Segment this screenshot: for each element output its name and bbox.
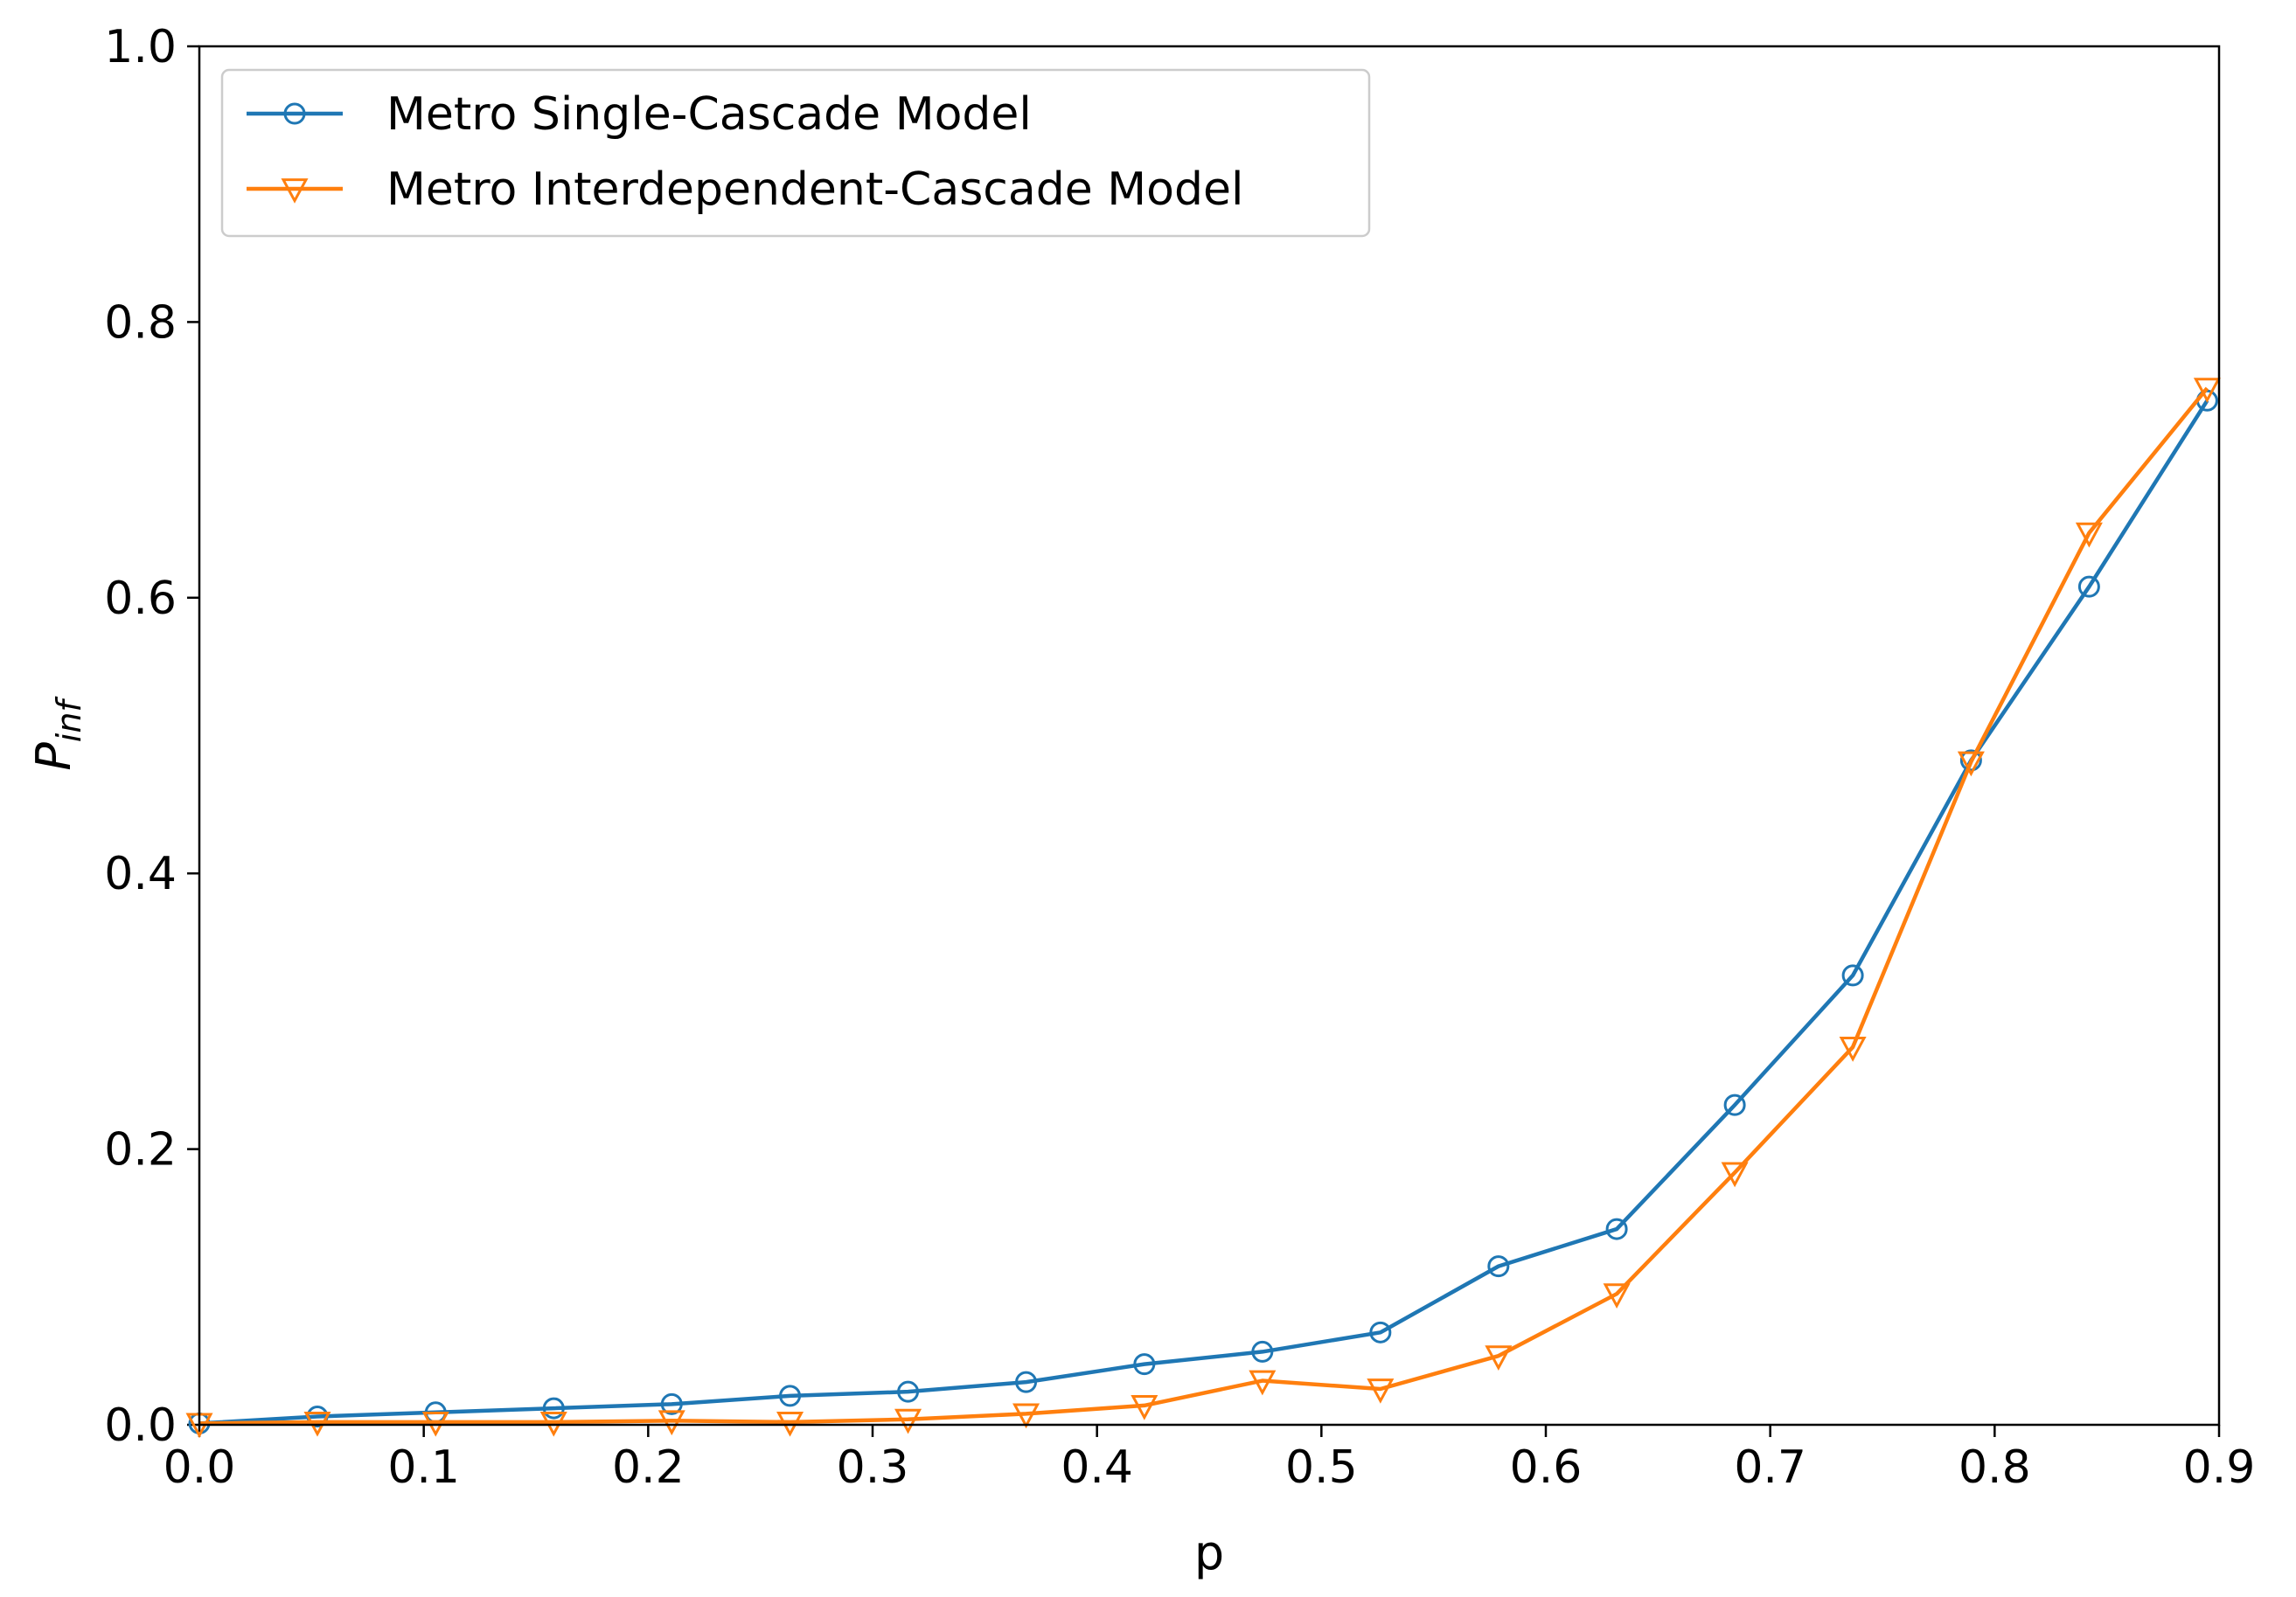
- x-tick-label: 0.5: [1285, 1441, 1358, 1494]
- data-point: [2077, 575, 2100, 598]
- x-tick-label: 0.9: [2183, 1441, 2256, 1494]
- data-point: [657, 1410, 685, 1436]
- data-point: [1487, 1255, 1510, 1278]
- data-point: [1485, 1345, 1513, 1371]
- series-1: [188, 389, 2218, 1434]
- y-tick-label: 1.0: [104, 21, 177, 73]
- x-tick-label: 0.7: [1734, 1441, 1806, 1494]
- x-tick-label: 0.1: [387, 1441, 460, 1494]
- y-tick-label: 0.2: [104, 1124, 177, 1177]
- data-point: [776, 1411, 804, 1437]
- y-axis-title-subscript: inf: [50, 696, 88, 743]
- series-2: [185, 378, 2221, 1439]
- x-tick-label: 0.0: [164, 1441, 236, 1494]
- x-tick-label: 0.3: [837, 1441, 909, 1494]
- data-point: [1251, 1340, 1274, 1363]
- data-point: [1839, 1037, 1867, 1062]
- data-point: [894, 1408, 922, 1434]
- data-point: [539, 1411, 567, 1437]
- legend-box: [220, 68, 1371, 238]
- data-point: [1603, 1283, 1631, 1309]
- x-axis-title: p: [1194, 1525, 1224, 1580]
- plot-area-frame: [198, 45, 2221, 1427]
- data-point: [1841, 964, 1864, 987]
- data-point: [1367, 1378, 1395, 1404]
- data-point: [779, 1385, 802, 1407]
- data-point: [2193, 378, 2221, 403]
- data-point: [1605, 1218, 1628, 1240]
- y-axis-ticks: 0.0 0.2 0.4 0.6 0.8 1.0: [104, 21, 199, 1452]
- series-line: [198, 399, 2209, 1426]
- x-axis-ticks: 0.0 0.1 0.2 0.3 0.4 0.5 0.6 0.7 0.8 0.9: [164, 1425, 2256, 1494]
- legend-entries: Metro Single-Cascade Model Metro Interdep…: [247, 88, 1243, 216]
- legend-entry: Metro Interdependent-Cascade Model: [247, 163, 1243, 216]
- data-point: [303, 1411, 331, 1437]
- data-point: [1723, 1094, 1746, 1116]
- data-point: [1721, 1162, 1749, 1188]
- legend-marker: [283, 102, 306, 125]
- data-point: [1369, 1321, 1392, 1344]
- x-tick-label: 0.6: [1510, 1441, 1583, 1494]
- x-tick-label: 0.4: [1061, 1441, 1133, 1494]
- data-point: [1012, 1403, 1040, 1429]
- legend-label: Metro Interdependent-Cascade Model: [386, 163, 1243, 216]
- data-point: [660, 1392, 683, 1415]
- legend-marker: [281, 178, 309, 204]
- data-point: [1133, 1353, 1156, 1376]
- data-point: [1959, 749, 1982, 772]
- data-point: [1131, 1395, 1158, 1420]
- data-point: [1015, 1371, 1038, 1393]
- x-tick-label: 0.8: [1959, 1441, 2031, 1494]
- legend-label: Metro Single-Cascade Model: [386, 88, 1032, 141]
- data-point: [542, 1397, 565, 1420]
- data-point: [897, 1380, 920, 1403]
- data-point: [1957, 751, 1985, 777]
- data-point: [2075, 522, 2103, 548]
- y-axis-title: Pinf: [26, 696, 88, 771]
- series-line: [198, 386, 2209, 1426]
- data-point: [421, 1411, 449, 1437]
- series-layer: [185, 378, 2221, 1439]
- y-tick-label: 0.8: [104, 296, 177, 349]
- data-point: [1249, 1370, 1277, 1396]
- legend-entry: Metro Single-Cascade Model: [247, 88, 1032, 141]
- y-axis-title-main: P: [26, 742, 81, 771]
- y-tick-label: 0.4: [104, 848, 177, 900]
- y-tick-label: 0.6: [104, 573, 177, 625]
- legend: Metro Single-Cascade Model Metro Interdep…: [220, 68, 1371, 238]
- y-tick-label: 0.0: [104, 1399, 177, 1452]
- x-tick-label: 0.2: [612, 1441, 685, 1494]
